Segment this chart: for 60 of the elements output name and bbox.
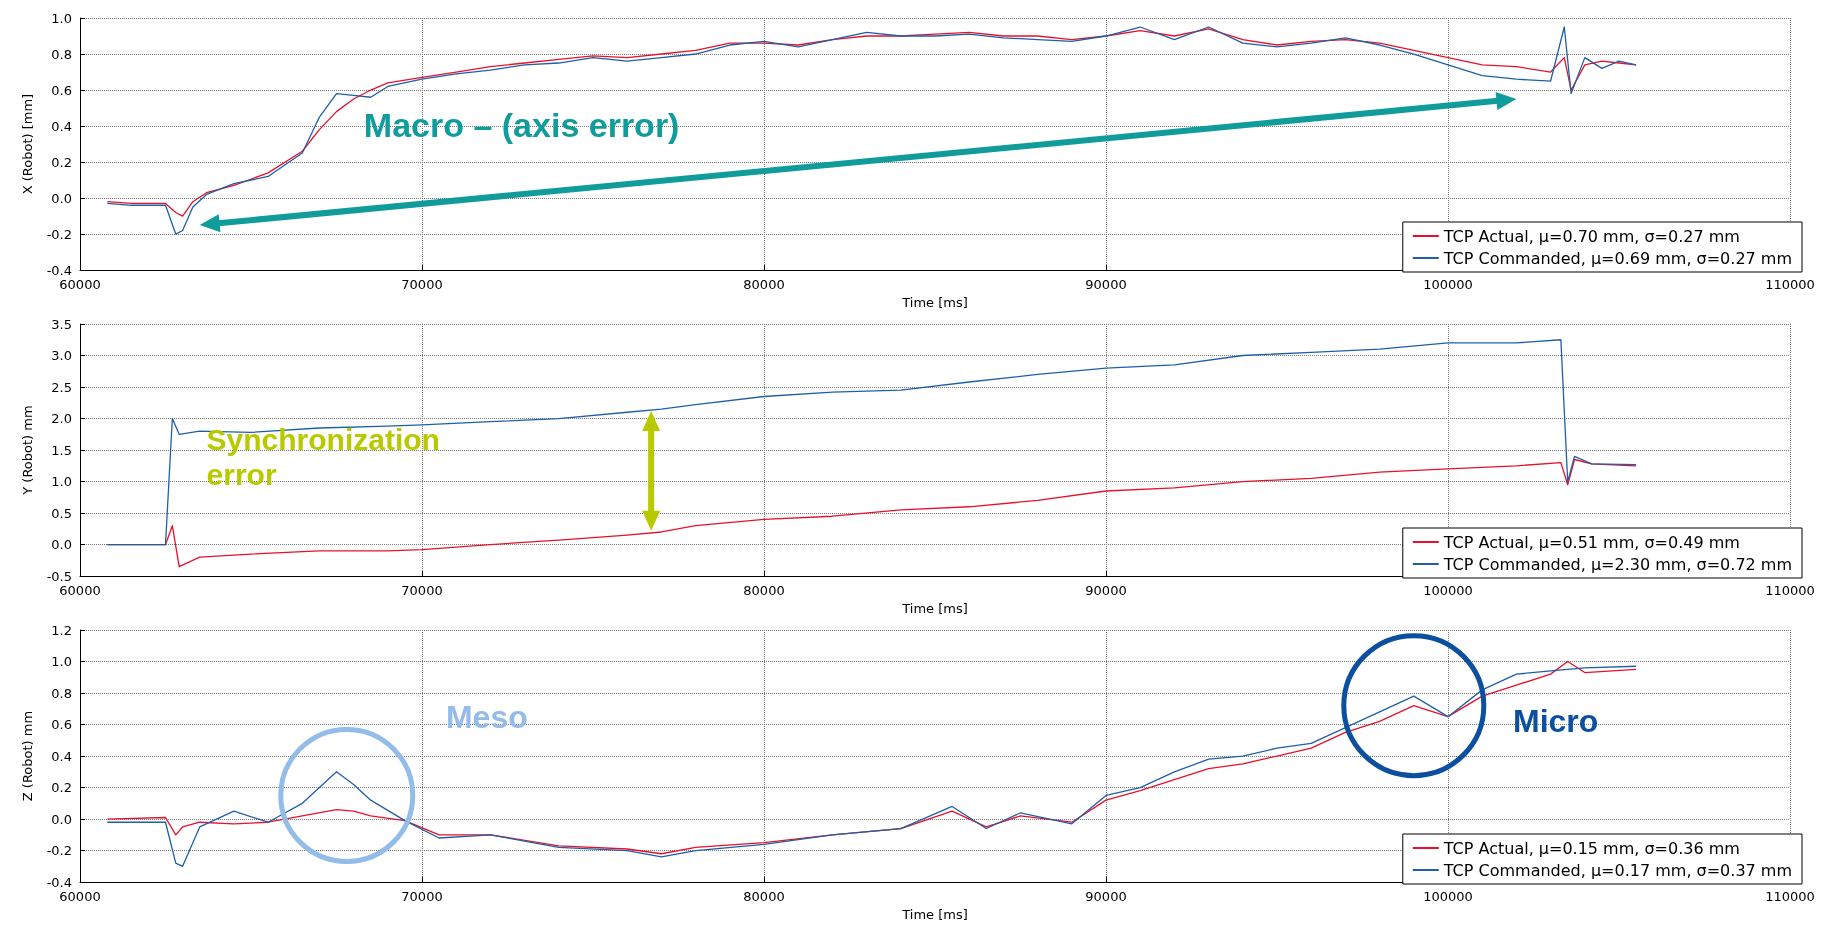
y-tick-label: 0.5 — [51, 505, 72, 521]
y-tick-label: 0.2 — [51, 780, 72, 796]
y-tick-label: 0.6 — [51, 82, 72, 98]
y-tick-label: 0.6 — [51, 717, 72, 733]
y-tick-label: -0.4 — [46, 874, 72, 890]
legend-label: TCP Commanded, μ=0.17 mm, σ=0.37 mm — [1442, 860, 1792, 880]
x-tick-label: 80000 — [743, 889, 785, 905]
x-tick-label: 90000 — [1085, 583, 1127, 599]
y-tick-label: 1.0 — [51, 654, 72, 670]
x-tick-label: 110000 — [1765, 583, 1815, 599]
x-axis-title: Time [ms] — [901, 601, 968, 616]
legend-label: TCP Actual, μ=0.15 mm, σ=0.36 mm — [1442, 838, 1740, 858]
y-axis-title: Z (Robot) mm — [20, 710, 35, 802]
y-tick-label: 0.0 — [51, 190, 72, 206]
annotation: Macro – (axis error) — [363, 105, 680, 144]
y-tick-label: 0.0 — [51, 537, 72, 553]
y-axis-title: X (Robot) [mm] — [20, 93, 35, 195]
y-tick-label: -0.2 — [46, 226, 72, 242]
x-tick-label: 70000 — [401, 277, 443, 293]
y-tick-label: 0.8 — [51, 46, 72, 62]
y-tick-label: 0.4 — [51, 748, 72, 764]
y-tick-label: 3.0 — [51, 348, 72, 364]
y-tick-label: 2.5 — [51, 379, 72, 395]
x-tick-label: 90000 — [1085, 889, 1127, 905]
y-tick-label: -0.5 — [46, 568, 72, 584]
legend-label: TCP Actual, μ=0.51 mm, σ=0.49 mm — [1442, 532, 1740, 552]
y-tick-label: 2.0 — [51, 411, 72, 427]
y-tick-label: -0.4 — [46, 262, 72, 278]
y-tick-label: 1.5 — [51, 442, 72, 458]
x-axis-title: Time [ms] — [901, 907, 968, 922]
x-tick-label: 60000 — [59, 889, 101, 905]
y-tick-label: 0.2 — [51, 154, 72, 170]
x-tick-label: 110000 — [1765, 889, 1815, 905]
y-tick-label: 0.0 — [51, 811, 72, 827]
x-tick-label: 60000 — [59, 277, 101, 293]
y-tick-label: 0.8 — [51, 685, 72, 701]
x-tick-label: 90000 — [1085, 277, 1127, 293]
annotation: Synchronization error — [206, 423, 440, 491]
x-tick-label: 100000 — [1423, 277, 1473, 293]
y-tick-label: -0.2 — [46, 843, 72, 859]
x-tick-label: 110000 — [1765, 277, 1815, 293]
x-tick-label: 60000 — [59, 583, 101, 599]
y-axis-title: Y (Robot) mm — [20, 405, 35, 496]
x-tick-label: 100000 — [1423, 583, 1473, 599]
x-tick-label: 70000 — [401, 889, 443, 905]
x-axis-title: Time [ms] — [901, 295, 968, 310]
legend-label: TCP Commanded, μ=2.30 mm, σ=0.72 mm — [1442, 554, 1792, 574]
annotation: Meso — [445, 698, 528, 735]
y-tick-label: 1.2 — [51, 622, 72, 638]
legend-label: TCP Actual, μ=0.70 mm, σ=0.27 mm — [1442, 226, 1740, 246]
x-tick-label: 100000 — [1423, 889, 1473, 905]
y-tick-label: 1.0 — [51, 10, 72, 26]
y-tick-label: 3.5 — [51, 316, 72, 332]
y-tick-label: 0.4 — [51, 118, 72, 134]
legend-label: TCP Commanded, μ=0.69 mm, σ=0.27 mm — [1442, 248, 1792, 268]
x-tick-label: 80000 — [743, 583, 785, 599]
y-tick-label: 1.0 — [51, 474, 72, 490]
x-tick-label: 70000 — [401, 583, 443, 599]
x-tick-label: 80000 — [743, 277, 785, 293]
annotation: Micro — [1512, 703, 1599, 740]
